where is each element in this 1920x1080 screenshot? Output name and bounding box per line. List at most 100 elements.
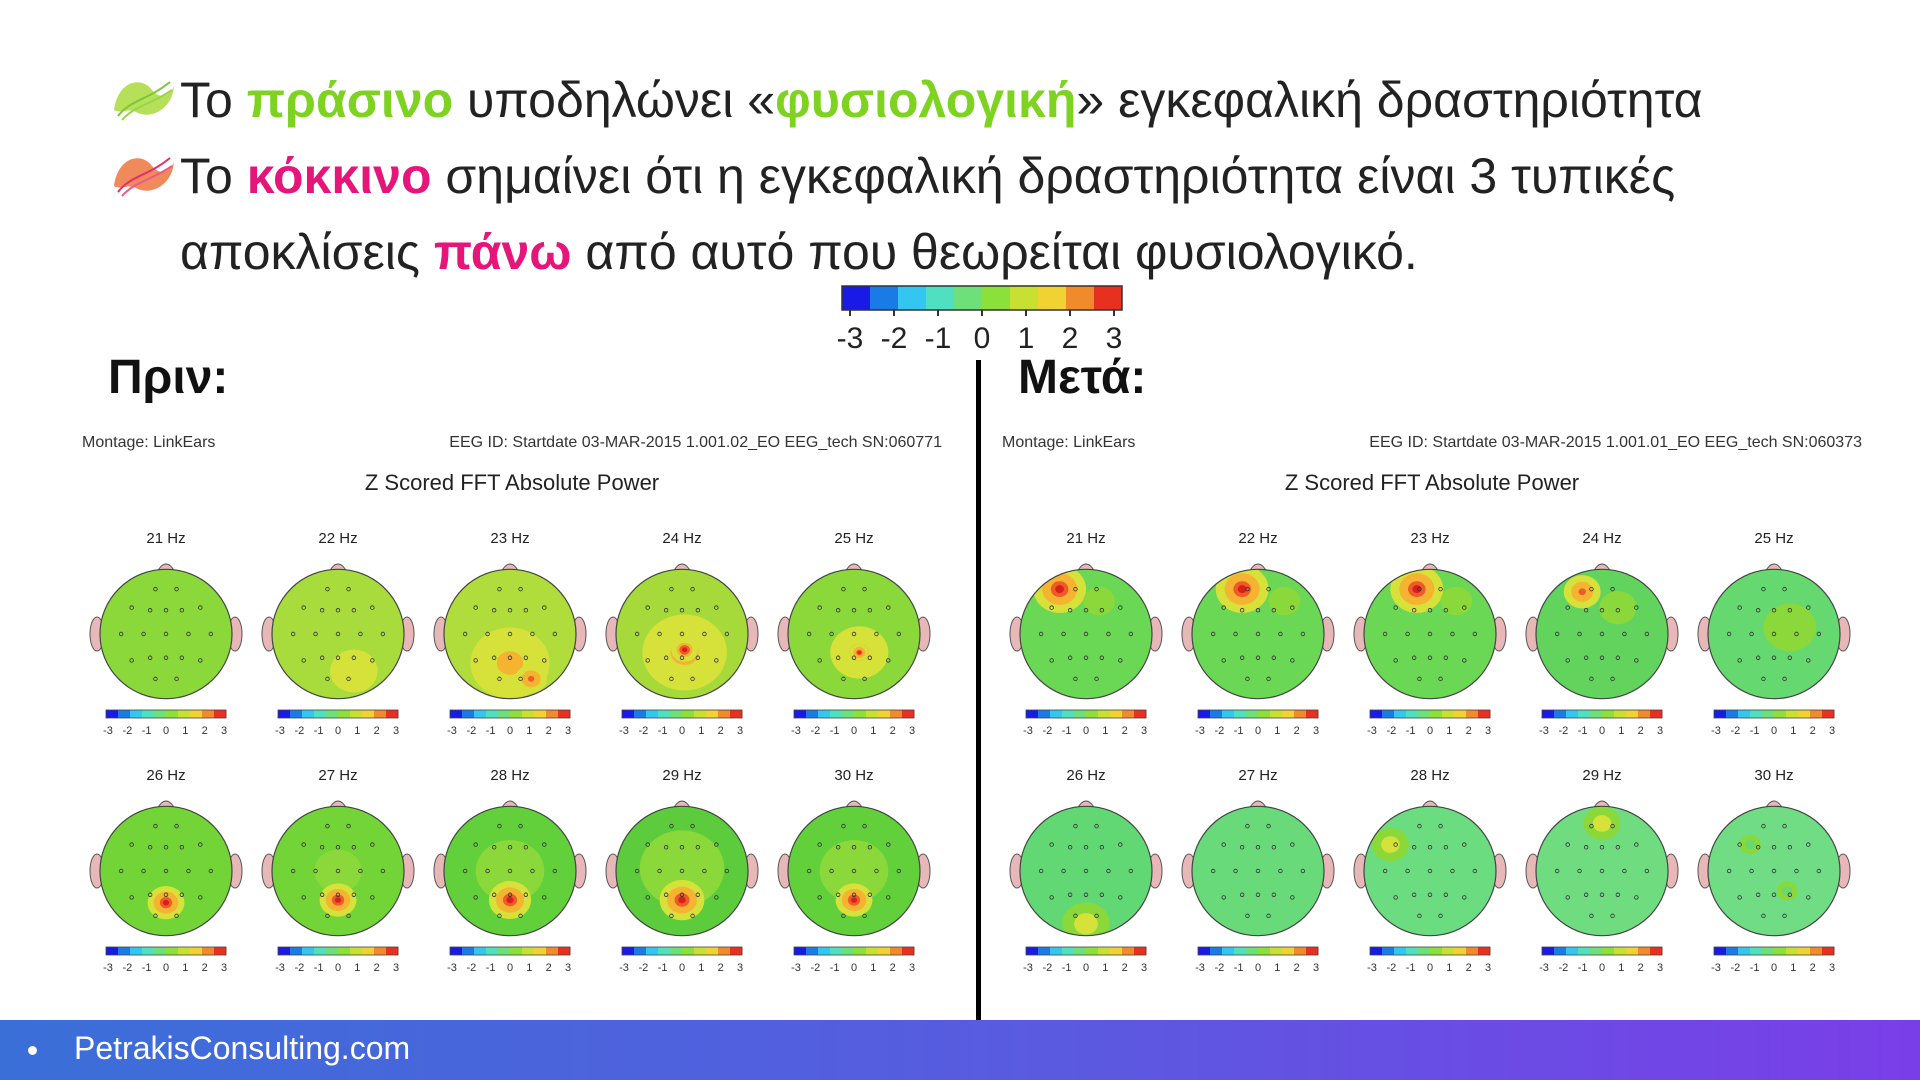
electrode [147,892,153,897]
electrode [1438,913,1443,919]
colorbar-swatch [1122,947,1135,955]
colorbar-tick-label: -1 [658,725,668,737]
colorbar-swatch [818,947,831,955]
frequency-label: 27 Hz [1238,767,1278,784]
colorbar-swatch [794,710,807,718]
electrode [179,608,185,613]
electrode [1599,655,1605,660]
electrode [174,586,179,592]
colorbar-swatch [474,947,487,955]
electrode [1266,676,1271,682]
electrode [679,845,685,850]
electrode [1038,631,1044,637]
colorbar-swatch [1122,710,1135,718]
colorbar-swatch [1222,710,1235,718]
colorbar-border [621,946,743,956]
electrode [1255,608,1261,613]
frequency-label: 29 Hz [662,767,702,784]
topomap-24hz: 24 Hz -3 -2 -1 0 1 2 3 [600,530,764,750]
electrode [153,586,158,592]
electrode [679,868,685,874]
electrode [679,608,685,613]
colorbar-swatch [1714,710,1727,718]
electrode [690,586,695,592]
head-outline [615,568,749,700]
colorbar-swatch [1074,947,1087,955]
colorbar-swatch [1542,710,1555,718]
colorbar-swatch [462,947,475,955]
electrode [1245,676,1250,682]
electrode [473,895,478,900]
text-run: υποδηλώνει « [453,72,776,128]
head-outline [443,805,577,937]
bullet-red: Το κόκκινο σημαίνει ότι η εγκεφαλική δρα… [108,138,1868,290]
electrode [1094,676,1099,682]
electrode [1583,608,1589,613]
colorbar-swatch [1798,710,1811,718]
electrode [518,586,523,592]
electrode [1083,655,1089,660]
legend-tick-label: 3 [1106,322,1123,354]
colorbar-tick-label: 3 [1313,962,1319,974]
colorbar-tick-label: 0 [1255,725,1261,737]
electrode [896,631,902,637]
electrode [695,655,701,660]
colorbar-tick-label: 0 [851,725,857,737]
colorbar-tick-label: -1 [1578,962,1588,974]
colorbar-swatch [1430,947,1443,955]
electrode [1271,892,1277,897]
electrode [1393,605,1398,610]
colorbar-swatch [1258,710,1271,718]
electrode [1106,631,1111,637]
head-outline [615,805,749,937]
colorbar-swatch [1454,710,1467,718]
colorbar-tick-label: 2 [890,962,896,974]
colorbar-swatch [510,947,523,955]
activity-contour [1091,593,1108,609]
activity-contour [162,899,170,906]
electrode [1067,845,1073,850]
electrode [1771,868,1777,874]
electrode [1749,631,1754,637]
colorbar-swatch [1466,947,1479,955]
electrode [370,842,375,847]
electrode [835,845,841,850]
electrode [1233,868,1238,874]
electrode [1565,658,1570,663]
electrode [634,631,640,637]
colorbar-border [1541,709,1663,719]
electrode [634,868,640,874]
colorbar-tick-label: 2 [202,725,208,737]
colorbar-border [105,946,227,956]
electrode [335,868,341,874]
colorbar-swatch [106,710,119,718]
electrode [695,845,701,850]
activity-contour [326,860,350,882]
footer-site-link[interactable]: PetrakisConsulting.com [74,1030,411,1066]
colorbar-swatch [1198,947,1211,955]
colorbar-swatch [622,947,635,955]
electrode [1278,868,1283,874]
colorbar-tick-label: -3 [619,962,629,974]
electrode [835,892,841,897]
topomap-25hz: 25 Hz -3 -2 -1 0 1 2 3 [1692,530,1856,750]
colorbar-swatch [1210,947,1223,955]
colorbar-swatch [130,710,143,718]
colorbar-swatch [1726,710,1739,718]
electrode [491,608,497,613]
colorbar-swatch [1650,947,1663,955]
electrode [1771,608,1777,613]
electrode [1417,823,1422,829]
map-base [1364,806,1496,936]
colorbar-swatch [190,947,203,955]
colorbar-tick-label: -2 [1214,725,1224,737]
electrode [1049,658,1054,663]
legend-swatch [926,286,955,310]
text-run: από αυτό που θεωρείται φυσιολογικό. [571,224,1418,280]
colorbar-swatch [878,710,891,718]
colorbar-tick-label: 2 [1638,962,1644,974]
electrode [1787,892,1793,897]
colorbar-tick-label: -2 [638,725,648,737]
legend-swatch [954,286,983,310]
colorbar-tick-label: 3 [909,962,915,974]
